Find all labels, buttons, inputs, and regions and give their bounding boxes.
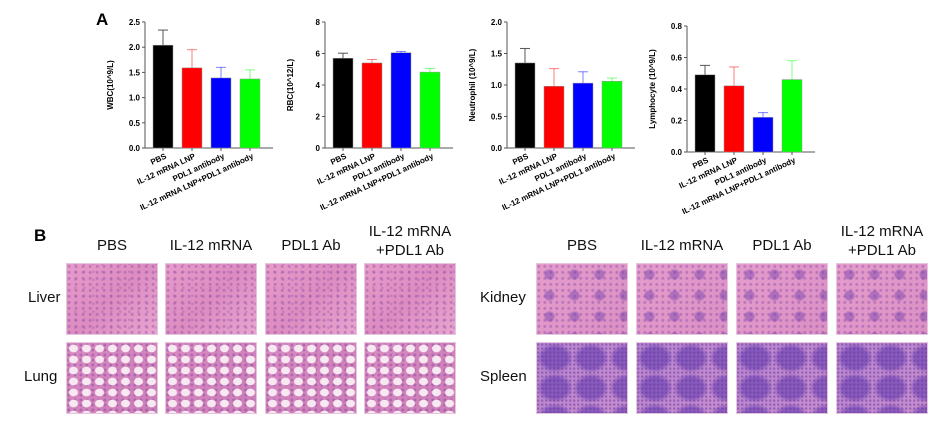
- column-header: IL-12 mRNA +PDL1 Ab: [840, 223, 924, 259]
- bar-pdl1-antibody: [210, 77, 232, 149]
- histology-image-lung-0: [66, 342, 158, 414]
- column-header: PDL1 Ab: [752, 237, 812, 254]
- histology-image-liver-2: [265, 263, 357, 335]
- bar-pdl1-antibody: [572, 82, 594, 149]
- histology-image-spleen-2: [736, 342, 828, 414]
- row-label-lung: Lung: [24, 368, 58, 385]
- row-label-kidney: Kidney: [480, 289, 526, 306]
- bar-il-12-mrna-lnp: [361, 62, 383, 149]
- y-tick-label: 2: [316, 113, 321, 122]
- y-tick-label: 2.5: [129, 18, 141, 27]
- bar-il-12-mrna-lnp-pdl1-antibody: [781, 79, 803, 153]
- y-tick-label: 6: [316, 50, 321, 59]
- histology-image-lung-2: [265, 342, 357, 414]
- bar-il-12-mrna-lnp-pdl1-antibody: [239, 78, 261, 149]
- histology-image-kidney-3: [836, 263, 928, 335]
- y-tick-label: 0.5: [491, 113, 503, 122]
- row-label-liver: Liver: [28, 289, 61, 306]
- y-tick-label: 0.5: [129, 119, 141, 128]
- histology-image-spleen-3: [836, 342, 928, 414]
- histology-image-lung-3: [364, 342, 456, 414]
- histology-image-liver-1: [165, 263, 257, 335]
- y-tick-label: 1.5: [491, 50, 503, 59]
- y-tick-label: 1.0: [129, 94, 141, 103]
- bar-il-12-mrna-lnp-pdl1-antibody: [419, 71, 441, 149]
- y-tick-label: 0.6: [671, 54, 683, 63]
- column-header: PDL1 Ab: [281, 237, 341, 254]
- row-label-spleen: Spleen: [480, 368, 527, 385]
- histology-image-spleen-0: [536, 342, 628, 414]
- histology-image-spleen-1: [636, 342, 728, 414]
- bar-pbs: [332, 57, 354, 149]
- y-tick-label: 0.0: [491, 144, 503, 153]
- column-header: PBS: [96, 237, 127, 254]
- bar-il-12-mrna-lnp: [723, 85, 745, 153]
- histology-image-lung-1: [165, 342, 257, 414]
- y-tick-label: 2.0: [129, 43, 141, 52]
- y-axis-label: WBC(10^9/L): [106, 60, 115, 110]
- panel-b-label: B: [34, 226, 47, 245]
- y-axis-label: Neutrophil (10^9/L): [468, 48, 477, 121]
- bar-pbs: [514, 62, 536, 149]
- column-header: PBS: [566, 237, 597, 254]
- bar-il-12-mrna-lnp: [543, 86, 565, 149]
- bar-pdl1-antibody: [390, 52, 412, 149]
- bar-il-12-mrna-lnp-pdl1-antibody: [601, 80, 623, 149]
- y-axis-label: Lymphocyte (10^9/L): [648, 49, 657, 129]
- y-tick-label: 2.0: [491, 18, 503, 27]
- bar-pbs: [694, 74, 716, 153]
- y-tick-label: 0.4: [671, 85, 683, 94]
- y-tick-label: 0.2: [671, 117, 683, 126]
- column-header: IL-12 mRNA: [169, 237, 253, 254]
- column-header: IL-12 mRNA: [640, 237, 724, 254]
- y-tick-label: 0.0: [671, 148, 683, 157]
- bar-pdl1-antibody: [752, 117, 774, 153]
- y-axis-label: RBC(10^12/L): [286, 59, 295, 112]
- y-tick-label: 8: [316, 18, 321, 27]
- y-tick-label: 0: [316, 144, 321, 153]
- histology-image-kidney-0: [536, 263, 628, 335]
- histology-image-kidney-1: [636, 263, 728, 335]
- y-tick-label: 1.5: [129, 68, 141, 77]
- histology-image-liver-3: [364, 263, 456, 335]
- histology-image-kidney-2: [736, 263, 828, 335]
- histology-image-liver-0: [66, 263, 158, 335]
- bar-il-12-mrna-lnp: [181, 67, 203, 149]
- y-tick-label: 0.8: [671, 22, 683, 31]
- y-tick-label: 0.0: [129, 144, 141, 153]
- panel-a-label: A: [96, 10, 109, 29]
- y-tick-label: 4: [316, 81, 321, 90]
- column-header: IL-12 mRNA +PDL1 Ab: [368, 223, 452, 259]
- y-tick-label: 1.0: [491, 81, 503, 90]
- bar-pbs: [152, 44, 174, 149]
